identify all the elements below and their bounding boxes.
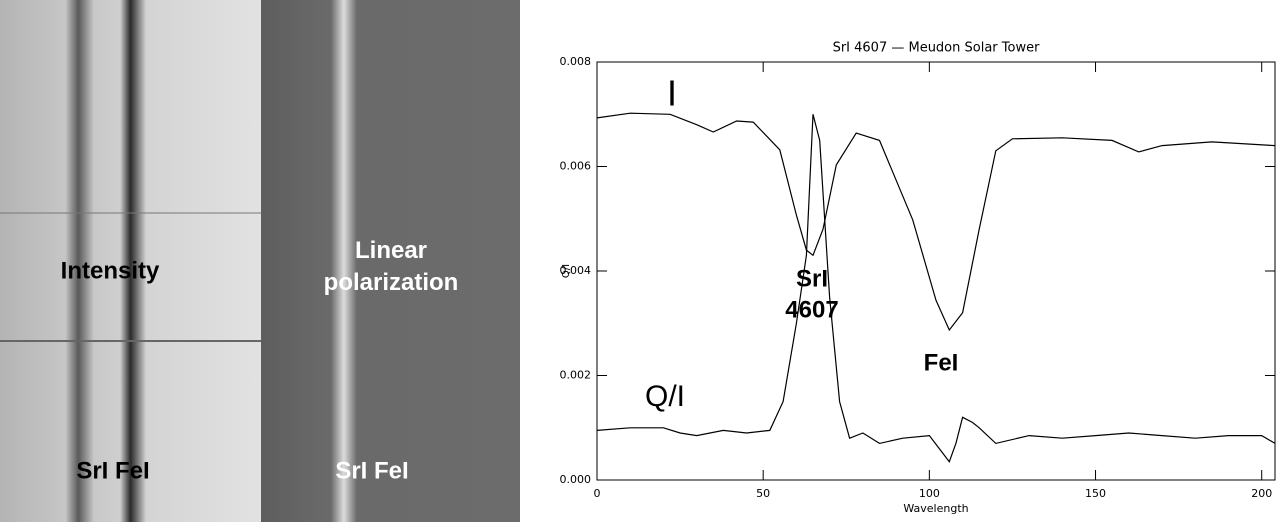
plot-frame (596, 61, 1276, 481)
y-tick-label: 0.000 (560, 473, 592, 486)
x-tick-label: 100 (919, 487, 940, 500)
x-tick-label: 0 (594, 487, 601, 500)
polarization-image (261, 0, 520, 522)
y-axis-label: Q/I (561, 264, 572, 278)
series-name: I (667, 73, 677, 114)
y-tick-label: 0.006 (560, 160, 592, 173)
x-tick-label: 50 (756, 487, 770, 500)
panel-label: Linear polarization (324, 237, 459, 296)
annotation: SrI (796, 265, 828, 292)
annotation: 4607 (785, 296, 838, 323)
x-axis-label: Wavelength (903, 502, 968, 515)
chart-title: SrI 4607 — Meudon Solar Tower (833, 41, 1041, 56)
series-line (596, 112, 1276, 332)
x-tick-label: 150 (1085, 487, 1106, 500)
panel-label: SrI FeI (335, 457, 408, 484)
y-tick-label: 0.004 (560, 264, 592, 277)
intensity-image (0, 0, 261, 522)
y-tick-label: 0.008 (560, 55, 592, 68)
y-tick-label: 0.002 (560, 369, 592, 382)
x-tick-label: 200 (1251, 487, 1272, 500)
panel-label: Intensity (61, 257, 160, 284)
series-line (596, 114, 1276, 463)
annotation: FeI (924, 349, 959, 376)
series-name: Q/I (645, 380, 685, 413)
panel-label: SrI FeI (76, 457, 149, 484)
